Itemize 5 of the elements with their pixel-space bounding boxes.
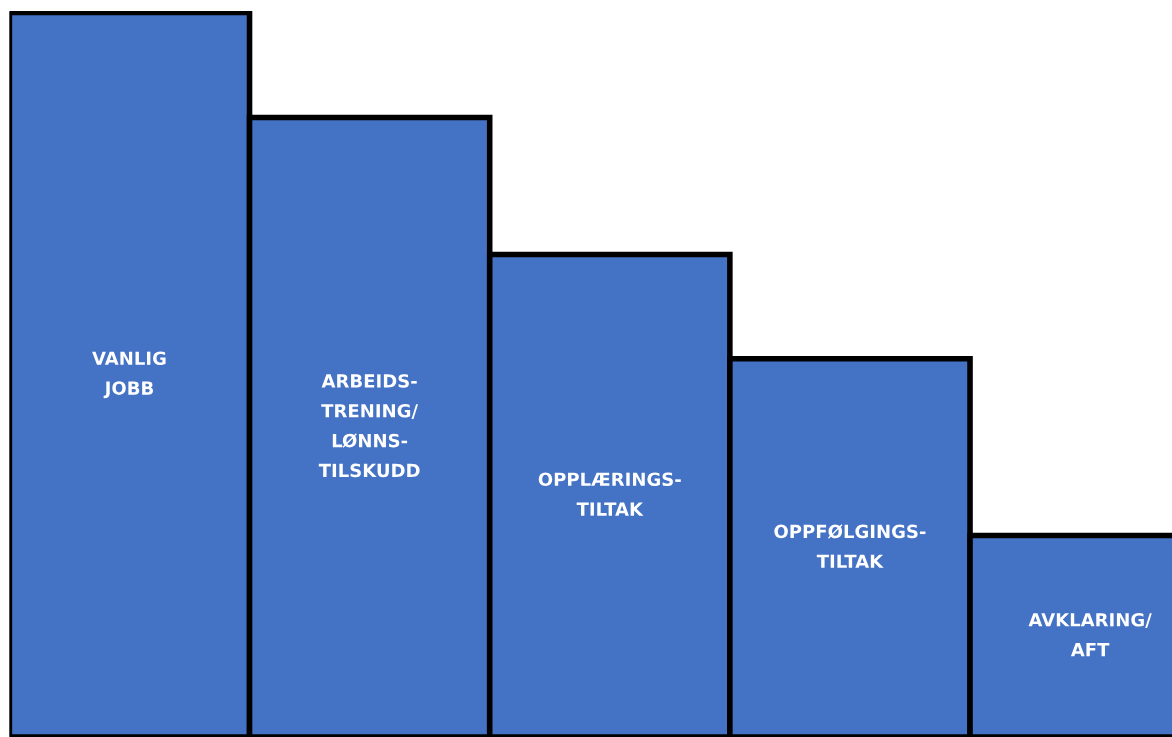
x-tick-label: AVKLARING/ AFT	[1028, 612, 1152, 657]
x-tick-label: OPPLÆRINGS- TILTAK	[538, 472, 681, 516]
x-tick-label: VANLIG JOBB	[92, 351, 166, 399]
x-tick-label: OPPFØLGINGS- TILTAK	[774, 524, 926, 568]
x-tick-label: ARBEIDS- TRENING/ LØNNS- TILSKUDD	[318, 374, 420, 478]
